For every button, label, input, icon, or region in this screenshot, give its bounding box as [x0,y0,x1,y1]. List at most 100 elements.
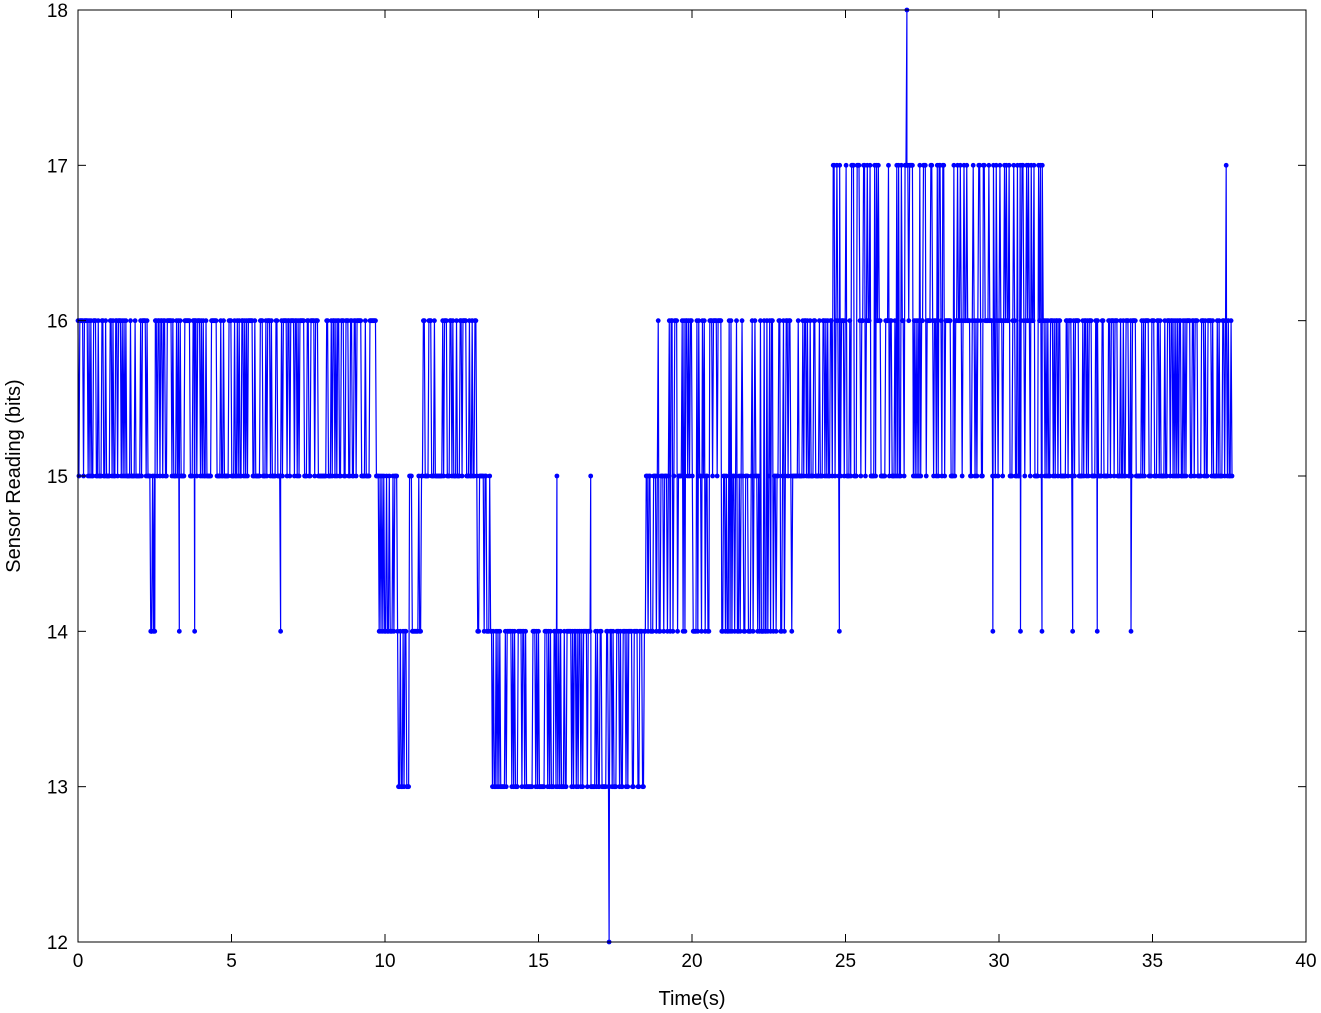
data-point [766,473,772,479]
data-point [986,162,992,168]
data-point [657,628,663,634]
data-point [674,318,680,324]
data-point [701,318,707,324]
data-point [177,318,183,324]
data-point [1148,473,1154,479]
data-point [935,473,941,479]
data-point [856,162,862,168]
data-point [1005,318,1011,324]
data-point [1142,473,1147,479]
data-point [777,318,783,324]
data-point [689,473,695,479]
data-point [995,473,1001,479]
data-point [842,318,848,324]
data-point [353,473,359,479]
data-point [428,318,434,324]
data-point [964,162,970,168]
data-point [459,473,465,479]
x-tick-label: 25 [835,951,856,972]
data-point [1094,628,1100,634]
data-point [1057,318,1063,324]
data-point [296,473,302,479]
data-point [1191,473,1197,479]
data-point [315,318,320,324]
data-point [1070,628,1076,634]
data-point [1198,473,1204,479]
data-point [734,318,739,324]
data-point [587,628,593,634]
data-point [892,318,898,324]
series-markers [75,7,1235,945]
data-point [920,318,925,324]
data-point [843,162,849,168]
data-point [278,628,284,634]
data-point [951,162,957,168]
data-point [758,318,763,324]
data-point [977,162,983,168]
x-tick-label: 10 [374,951,395,972]
data-point [1100,318,1106,324]
data-point [90,473,96,479]
data-point [678,473,684,479]
data-point [225,473,231,479]
data-point [1151,318,1157,324]
data-point [851,162,856,168]
data-point [661,628,667,634]
data-point [425,473,431,479]
data-point [391,628,397,634]
data-point [103,318,109,324]
data-point [115,473,120,479]
data-point [704,473,710,479]
data-point [1039,162,1045,168]
data-point [910,162,915,168]
data-point [847,318,853,324]
data-point [682,628,688,634]
data-point [548,628,553,634]
data-point [900,318,906,324]
data-point [287,473,293,479]
data-point [362,318,368,324]
data-point [723,473,729,479]
data-point [421,318,427,324]
data-point [1022,473,1028,479]
data-point [208,473,214,479]
data-point [898,162,904,168]
data-point [418,628,424,634]
data-point [836,628,842,634]
data-point [968,473,974,479]
data-point [503,784,509,790]
data-point [274,318,280,324]
data-point [176,628,182,634]
data-point [980,473,985,479]
data-point [970,162,976,168]
data-point [838,473,843,479]
data-point [837,162,843,168]
data-point [536,628,541,634]
data-point [194,473,200,479]
data-point [710,473,715,479]
data-point [918,473,924,479]
data-point [938,318,944,324]
data-point [675,628,680,634]
data-point [139,473,144,479]
data-point [1031,162,1037,168]
y-tick-label: 15 [47,467,68,488]
data-point [598,628,604,634]
data-point [641,784,646,790]
x-tick-label: 40 [1295,951,1316,972]
data-point [257,473,262,479]
data-point [1065,473,1071,479]
data-point [688,318,694,324]
data-point [699,628,704,634]
data-point [1183,473,1189,479]
data-point [647,473,653,479]
data-point [619,784,625,790]
data-point [1011,162,1017,168]
data-point [221,318,226,324]
data-point [1095,318,1100,324]
data-point [523,628,529,634]
data-point [128,318,133,324]
data-point [358,318,364,324]
data-point [432,318,437,324]
